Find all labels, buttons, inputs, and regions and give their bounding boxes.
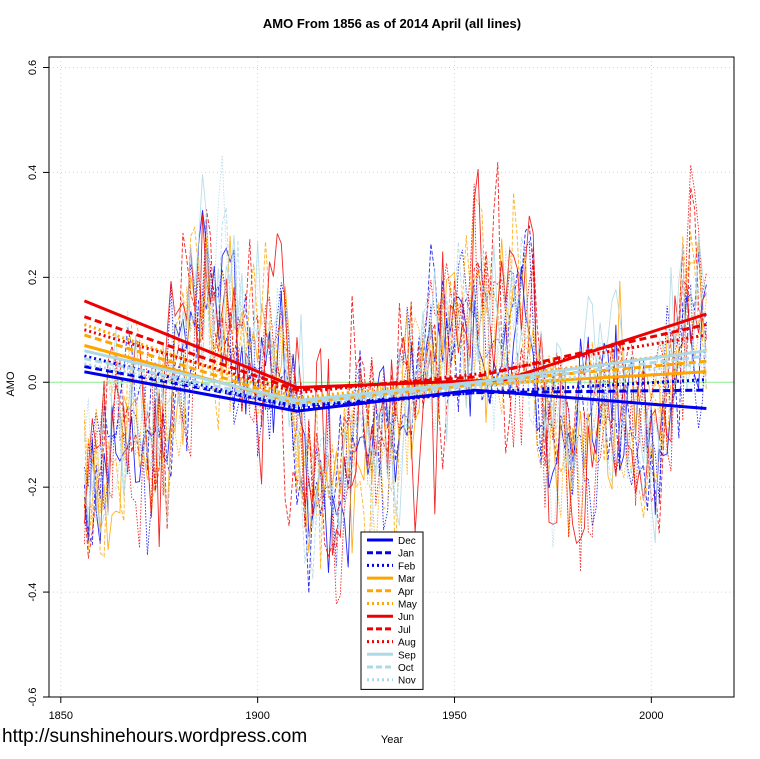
x-tick-label: 1950: [442, 710, 466, 722]
trend-line-sep: [84, 349, 707, 403]
legend-label-oct: Oct: [398, 663, 414, 674]
legend-label-jul: Jul: [398, 625, 411, 636]
grid: [49, 57, 734, 698]
y-tick-label: 0.0: [27, 375, 39, 390]
trend-line-dec: [84, 370, 707, 413]
chart-title: AMO From 1856 as of 2014 April (all line…: [263, 16, 521, 31]
y-tick-label: 0.4: [27, 165, 39, 180]
legend-label-jun: Jun: [398, 612, 414, 623]
legend-label-may: May: [398, 600, 417, 611]
raw-trace-oct: [84, 207, 707, 580]
legend-label-feb: Feb: [398, 561, 416, 572]
trend-line-oct: [84, 354, 707, 405]
legend-label-nov: Nov: [398, 676, 416, 687]
trend-line-nov: [84, 362, 707, 408]
y-tick-label: 0.2: [27, 270, 39, 285]
legend-label-dec: Dec: [398, 536, 416, 547]
trend-lines: [83, 299, 707, 413]
y-axis: -0.6 -0.4 -0.2 0.0 0.2 0.4 0.6: [27, 60, 49, 707]
x-tick-label: 2000: [639, 710, 663, 722]
legend-label-jan: Jan: [398, 549, 414, 560]
x-tick-label: 1900: [245, 710, 269, 722]
raw-trace-aug: [83, 164, 707, 605]
legend-label-mar: Mar: [398, 574, 416, 585]
legend-box: [360, 531, 424, 690]
raw-trace-nov: [83, 155, 707, 577]
trend-line-jun: [83, 299, 707, 389]
y-tick-label: -0.6: [27, 688, 39, 707]
y-axis-label: AMO: [5, 371, 17, 397]
trend-line-aug: [83, 328, 707, 395]
y-tick-label: -0.2: [27, 478, 39, 497]
x-tick-label: 1850: [49, 710, 73, 722]
legend-label-apr: Apr: [398, 587, 414, 598]
legend-label-sep: Sep: [398, 650, 416, 661]
x-axis-label: Year: [381, 734, 404, 746]
trend-line-jan: [84, 365, 707, 408]
y-tick-label: 0.6: [27, 60, 39, 75]
x-axis: 1850 1900 1950 2000: [49, 696, 664, 722]
raw-trace-jul: [83, 162, 707, 559]
raw-trace-sep: [83, 174, 707, 544]
legend-label-aug: Aug: [398, 638, 416, 649]
source-url: http://sunshinehours.wordpress.com: [2, 726, 308, 747]
y-tick-label: -0.4: [27, 583, 39, 602]
